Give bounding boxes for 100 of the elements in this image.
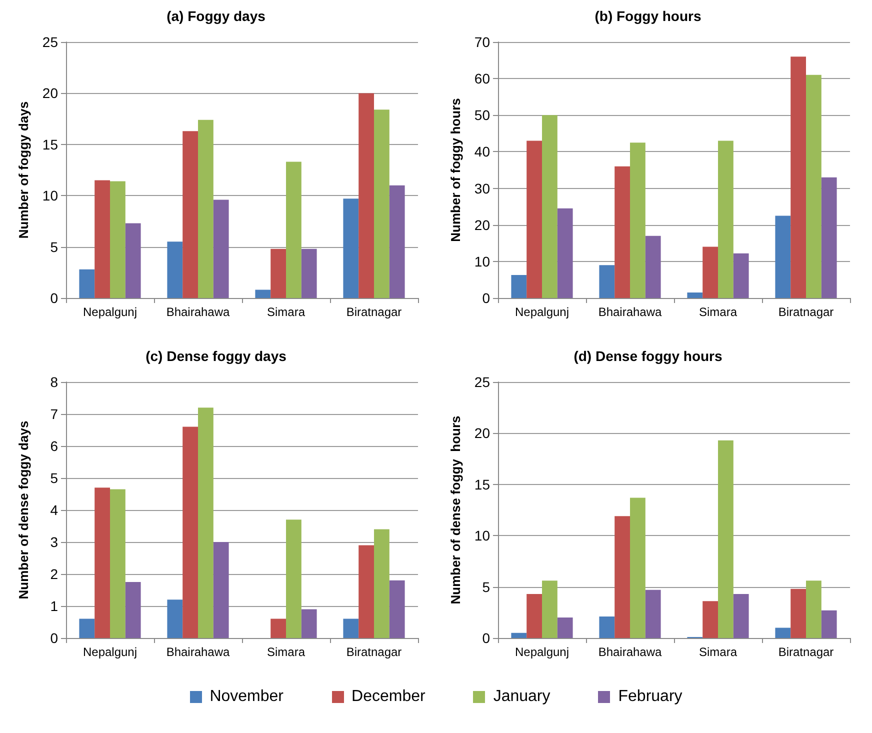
bar	[718, 140, 734, 298]
bar	[213, 200, 229, 298]
bar	[542, 580, 558, 638]
legend-label: February	[618, 688, 682, 706]
x-tick-label: Bhairahawa	[598, 645, 662, 659]
bar	[301, 248, 317, 298]
x-tick-label: Nepalgunj	[514, 645, 570, 659]
y-tick-label: 20	[474, 216, 490, 233]
bar	[94, 180, 110, 298]
bar	[79, 618, 95, 638]
x-tick-label: Bhairahawa	[166, 305, 230, 319]
y-tick-label: 10	[42, 188, 58, 204]
bar	[198, 120, 214, 298]
bar	[94, 488, 110, 638]
bar	[213, 542, 229, 638]
bar	[821, 177, 837, 298]
bar	[182, 131, 198, 298]
bar	[790, 588, 806, 638]
bar	[526, 594, 542, 638]
legend-label: January	[493, 688, 550, 706]
y-tick-label: 7	[50, 406, 58, 422]
y-tick-label: 30	[474, 180, 490, 196]
x-tick-label: Biratnagar	[346, 305, 402, 319]
chart-title: (d) Dense foggy hours	[574, 348, 722, 364]
bar	[645, 236, 661, 298]
y-tick-label: 0	[50, 290, 58, 306]
bar	[286, 162, 302, 298]
bar	[557, 618, 573, 638]
bar	[358, 545, 374, 638]
bar	[702, 601, 718, 638]
y-tick-label: 15	[42, 136, 58, 152]
bar	[702, 246, 718, 298]
y-tick-label: 10	[474, 253, 490, 270]
bar	[775, 628, 791, 638]
x-tick-label: Nepalgunj	[82, 645, 138, 659]
bar	[775, 216, 791, 298]
y-tick-label: 8	[50, 374, 58, 390]
bar	[110, 489, 126, 638]
y-tick-label: 3	[50, 534, 58, 550]
bar	[526, 140, 542, 298]
y-tick-label: 0	[482, 630, 490, 646]
bar	[270, 248, 286, 298]
y-axis-title: Number of dense foggy hours	[448, 416, 463, 604]
y-tick-label: 4	[50, 502, 58, 518]
bar	[389, 580, 405, 638]
y-tick-label: 20	[474, 425, 490, 442]
bar	[198, 408, 214, 638]
y-tick-label: 60	[474, 70, 490, 87]
y-tick-label: 0	[482, 290, 490, 306]
y-axis-title: Number of dense foggy days	[16, 420, 31, 600]
x-tick-label: Simara	[266, 645, 306, 659]
chart-title: (a) Foggy days	[166, 8, 266, 24]
bar	[255, 290, 271, 298]
bar	[645, 590, 661, 638]
y-tick-label: 40	[474, 144, 490, 160]
bar	[614, 516, 630, 638]
bar	[389, 185, 405, 298]
x-tick-label: Nepalgunj	[514, 305, 570, 319]
bar	[806, 580, 822, 638]
y-tick-label: 25	[474, 374, 490, 390]
x-tick-label: Biratnagar	[778, 305, 834, 319]
bar	[182, 426, 198, 638]
bar	[167, 242, 183, 298]
y-tick-label: 6	[50, 438, 58, 454]
bar	[733, 253, 749, 298]
y-tick-label: 25	[42, 34, 58, 50]
y-tick-label: 2	[50, 566, 58, 582]
legend-label: November	[210, 688, 284, 706]
x-tick-label: Biratnagar	[778, 645, 834, 659]
bar	[343, 198, 359, 298]
y-tick-label: 50	[474, 107, 490, 124]
y-tick-label: 5	[50, 238, 58, 255]
y-tick-label: 1	[50, 598, 58, 614]
chart-title: (c) Dense foggy days	[146, 348, 287, 364]
bar	[718, 440, 734, 638]
y-tick-label: 70	[474, 34, 490, 50]
bar	[630, 498, 646, 638]
y-tick-label: 15	[474, 476, 490, 492]
x-tick-label: Simara	[266, 305, 306, 319]
bar	[630, 142, 646, 298]
y-axis-title: Number of foggy hours	[448, 98, 463, 242]
bar	[167, 600, 183, 638]
y-tick-label: 5	[482, 578, 490, 595]
bar	[125, 582, 141, 638]
x-tick-label: Simara	[698, 645, 738, 659]
x-tick-label: Bhairahawa	[166, 645, 230, 659]
bar	[687, 292, 703, 298]
y-tick-label: 0	[50, 630, 58, 646]
bar	[542, 115, 558, 298]
bar	[286, 520, 302, 638]
legend-label: December	[352, 688, 426, 706]
y-tick-label: 5	[50, 470, 58, 486]
bar	[806, 74, 822, 298]
bar	[790, 56, 806, 298]
bar	[270, 618, 286, 638]
bar	[821, 610, 837, 638]
bar	[374, 110, 390, 298]
y-tick-label: 10	[474, 528, 490, 544]
y-axis-title: Number of foggy days	[16, 101, 31, 239]
chart-title: (b) Foggy hours	[594, 8, 702, 24]
